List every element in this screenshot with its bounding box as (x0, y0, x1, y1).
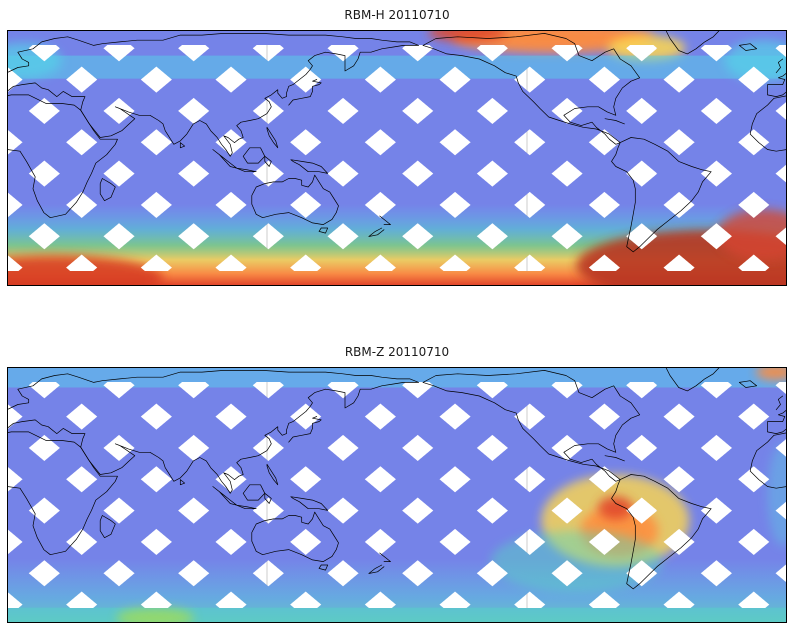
panel-rbm-z: RBM-Z 20110710 (0, 345, 794, 623)
panel-title-rbm-z: RBM-Z 20110710 (344, 345, 450, 359)
map-rbm-z (7, 367, 787, 623)
map-rbm-h (7, 30, 787, 286)
panel-title-rbm-h: RBM-H 20110710 (344, 8, 450, 22)
panel-rbm-h: RBM-H 20110710 (0, 8, 794, 286)
